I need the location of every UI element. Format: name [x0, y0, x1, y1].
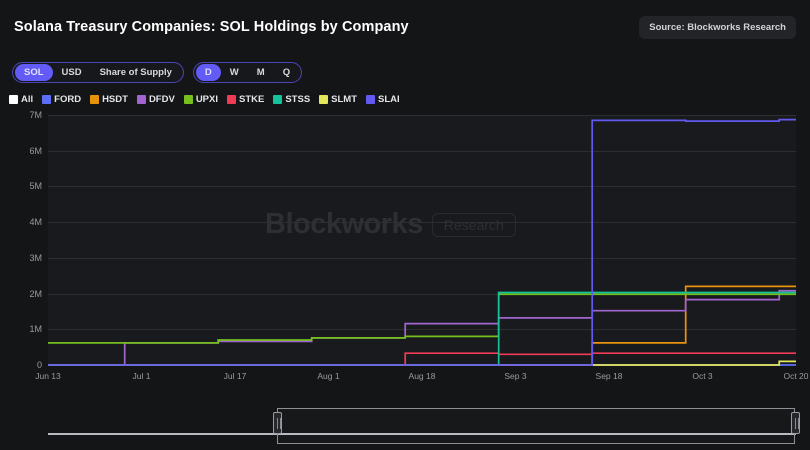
legend-item-hsdt[interactable]: HSDT: [90, 94, 128, 105]
y-tick-label: 1M: [29, 324, 42, 335]
series-lines: [48, 115, 796, 365]
chart-area: 0 1M 2M 3M 4M 5M 6M 7M Jun 13 Jul 1 Jul 17 Aug 1 Au…: [0, 110, 810, 395]
legend-label: DFDV: [148, 94, 175, 105]
range-baseline: [48, 433, 796, 435]
legend-item-dfdv[interactable]: DFDV: [136, 94, 175, 105]
chart-legend: All FORD HSDT DFDV UPXI STKE STSS SLMT SLAI: [9, 94, 404, 105]
y-tick-label: 3M: [29, 252, 42, 263]
y-tick-label: 5M: [29, 181, 42, 192]
interval-d[interactable]: D: [195, 64, 221, 81]
legend-swatch-icon: [136, 95, 146, 104]
toggle-sol[interactable]: SOL: [15, 64, 53, 81]
legend-label: HSDT: [102, 94, 128, 105]
legend-swatch-icon: [42, 95, 52, 104]
plot-region[interactable]: [48, 115, 796, 365]
series-line-stss: [48, 293, 796, 366]
x-tick-label: Oct 20: [783, 371, 809, 381]
legend-label: FORD: [54, 94, 82, 105]
legend-label: UPXI: [195, 94, 218, 105]
x-tick-label: Jul 17: [223, 371, 247, 381]
toggle-usd[interactable]: USD: [61, 67, 82, 78]
legend-label: STKE: [239, 94, 265, 105]
header: Solana Treasury Companies: SOL Holdings …: [0, 0, 810, 54]
gridline: [48, 150, 796, 152]
legend-item-slmt[interactable]: SLMT: [319, 94, 357, 105]
x-tick-label: Sep 3: [504, 371, 527, 381]
legend-swatch-icon: [9, 95, 18, 104]
x-tick-label: Jul 1: [132, 371, 151, 381]
toggle-share-of-supply[interactable]: Share of Supply: [99, 67, 172, 78]
legend-swatch-icon: [183, 95, 193, 104]
y-tick-label: 0: [36, 360, 42, 370]
legend-label: All: [21, 94, 34, 105]
gridline: [48, 329, 796, 331]
y-tick-label: 4M: [29, 217, 42, 228]
gridline: [48, 257, 796, 259]
legend-label: SLMT: [331, 94, 358, 105]
gridline: [48, 186, 796, 188]
legend-item-upxi[interactable]: UPXI: [183, 94, 218, 105]
legend-label: STSS: [285, 94, 311, 105]
x-tick-label: Sep 18: [595, 371, 623, 381]
legend-swatch-icon: [227, 95, 236, 104]
interval-q[interactable]: Q: [282, 67, 291, 78]
series-line-upxi: [48, 294, 796, 343]
legend-swatch-icon: [319, 95, 329, 104]
gridline: [48, 293, 796, 295]
legend-swatch-icon: [366, 95, 376, 104]
gridline: [48, 115, 796, 116]
range-start-handle[interactable]: [273, 412, 282, 434]
legend-swatch-icon: [90, 95, 100, 104]
y-tick-label: 7M: [29, 110, 42, 120]
legend-item-all[interactable]: All: [9, 94, 33, 105]
interval-m[interactable]: M: [256, 67, 265, 78]
legend-item-stke[interactable]: STKE: [227, 94, 264, 105]
legend-label: SLAI: [378, 94, 400, 105]
legend-item-stss[interactable]: STSS: [273, 94, 310, 105]
source-badge: Source: Blockworks Research: [639, 15, 796, 39]
y-tick-label: 6M: [29, 145, 42, 156]
gridline: [48, 222, 796, 224]
x-tick-label: Oct 3: [692, 371, 713, 381]
range-slider[interactable]: [0, 400, 810, 450]
page-title: Solana Treasury Companies: SOL Holdings …: [14, 19, 409, 35]
unit-toggle-group[interactable]: SOL USD Share of Supply: [12, 62, 184, 83]
y-axis: 0 1M 2M 3M 4M 5M 6M 7M: [0, 110, 48, 370]
interval-w[interactable]: W: [229, 67, 239, 78]
x-axis: Jun 13 Jul 1 Jul 17 Aug 1 Aug 18 Sep 3 Sep 18 O…: [0, 367, 810, 387]
range-window[interactable]: [277, 408, 795, 444]
x-tick-label: Aug 1: [317, 371, 340, 381]
series-line-slai: [48, 120, 796, 365]
range-end-handle[interactable]: [791, 412, 800, 434]
series-line-stke: [48, 353, 796, 365]
x-tick-label: Aug 18: [408, 371, 436, 381]
legend-swatch-icon: [273, 95, 283, 104]
legend-item-slai[interactable]: SLAI: [366, 94, 400, 105]
x-tick-label: Jun 13: [35, 371, 61, 381]
legend-item-ford[interactable]: FORD: [42, 94, 81, 105]
y-tick-label: 2M: [29, 288, 42, 299]
